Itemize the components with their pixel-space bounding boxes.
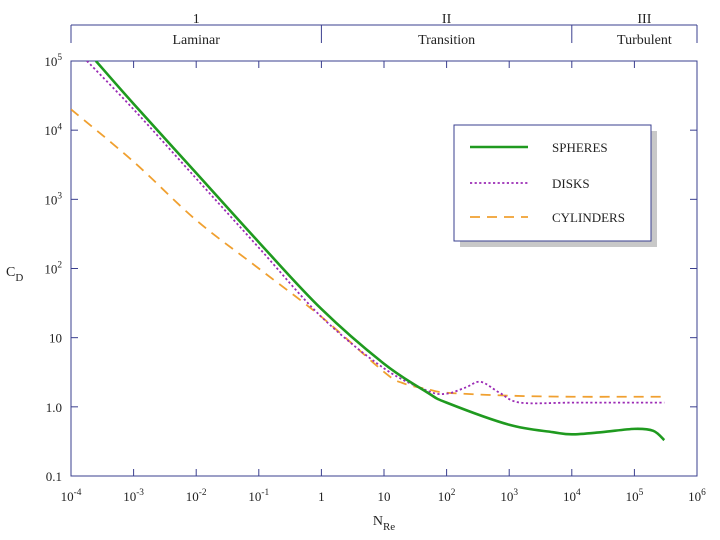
legend: SPHERES DISKS CYLINDERS — [453, 124, 657, 247]
series-line-cylinders — [71, 108, 665, 398]
series-line-spheres — [94, 61, 666, 442]
regime-name: Transition — [418, 33, 475, 48]
y-tick-label: 102 — [44, 261, 62, 277]
x-tick-label: 102 — [438, 488, 456, 504]
regime-name: Laminar — [172, 33, 220, 48]
y-axis-label: CD — [6, 265, 23, 284]
series-line-disks — [86, 61, 665, 405]
x-tick-label: 10-4 — [61, 488, 82, 504]
x-tick-label: 1 — [318, 489, 325, 504]
x-tick-label: 104 — [563, 488, 581, 504]
legend-box — [453, 124, 652, 242]
regime-label-bg — [403, 30, 490, 48]
y-tick-label: 105 — [44, 53, 62, 69]
axis-labels: NRe CD — [6, 265, 395, 533]
x-tick-label: 106 — [688, 488, 706, 504]
regime-label-bg — [605, 30, 684, 48]
regime-numeral: III — [637, 12, 651, 27]
legend-label-spheres: SPHERES — [552, 140, 608, 155]
legend-label-cylinders: CYLINDERS — [552, 210, 625, 225]
regime-numeral: 1 — [193, 12, 200, 27]
y-tick-label: 103 — [44, 191, 62, 207]
y-tick-label: 0.1 — [46, 469, 62, 484]
regime-label-bg — [164, 30, 229, 48]
regime-name: Turbulent — [617, 33, 672, 48]
x-tick-label: 105 — [626, 488, 644, 504]
x-tick-label: 10-2 — [186, 488, 207, 504]
x-axis-label: NRe — [373, 514, 395, 533]
plot-frame — [70, 60, 698, 477]
x-tick-label: 10-3 — [123, 488, 144, 504]
series-layer — [71, 61, 666, 442]
y-tick-label: 1.0 — [46, 400, 62, 415]
axis-ticks: 10-4 10-3 10-2 10-1 1 10 102 103 104 105 106 0.1 1.0… — [44, 53, 706, 504]
flow-regime-header: 1 Laminar II Transition III Turbulent — [70, 12, 698, 48]
x-tick-label: 10 — [378, 489, 391, 504]
regime-numeral: II — [442, 12, 452, 27]
x-tick-label: 10-1 — [248, 488, 269, 504]
legend-label-disks: DISKS — [552, 176, 590, 191]
y-tick-label: 104 — [44, 122, 62, 138]
y-tick-label: 10 — [49, 331, 62, 346]
x-tick-label: 103 — [500, 488, 518, 504]
